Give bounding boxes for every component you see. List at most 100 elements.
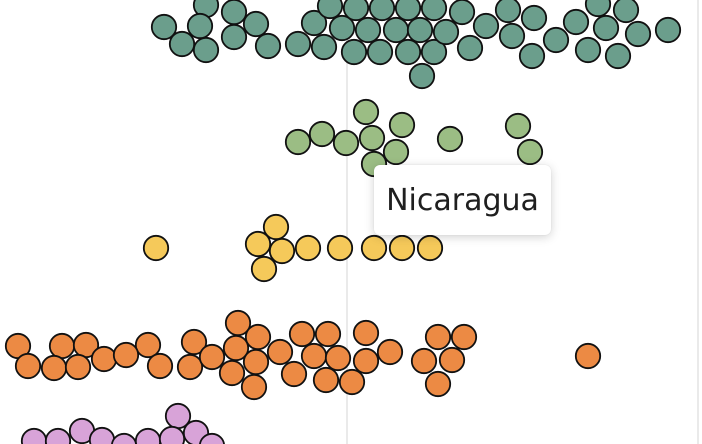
data-point[interactable] bbox=[394, 38, 422, 66]
data-point[interactable] bbox=[268, 237, 296, 265]
data-point[interactable] bbox=[424, 370, 452, 398]
data-point[interactable] bbox=[584, 0, 612, 18]
data-point[interactable] bbox=[284, 30, 312, 58]
data-point[interactable] bbox=[300, 9, 328, 37]
data-point[interactable] bbox=[376, 338, 404, 366]
data-point[interactable] bbox=[328, 14, 356, 42]
data-point[interactable] bbox=[186, 12, 214, 40]
data-point[interactable] bbox=[20, 427, 48, 444]
data-point[interactable] bbox=[416, 234, 444, 262]
data-point[interactable] bbox=[218, 359, 246, 387]
data-point[interactable] bbox=[150, 13, 178, 41]
data-point[interactable] bbox=[14, 352, 42, 380]
data-point[interactable] bbox=[111, 432, 137, 444]
data-point[interactable] bbox=[158, 425, 186, 444]
data-point[interactable] bbox=[142, 234, 170, 262]
data-point[interactable] bbox=[168, 30, 196, 58]
data-point[interactable] bbox=[352, 347, 380, 375]
data-point[interactable] bbox=[310, 33, 338, 61]
data-point[interactable] bbox=[340, 38, 368, 66]
data-point[interactable] bbox=[472, 12, 500, 40]
data-point[interactable] bbox=[244, 323, 272, 351]
data-point[interactable] bbox=[112, 341, 140, 369]
data-point[interactable] bbox=[254, 32, 282, 60]
data-point[interactable] bbox=[354, 16, 382, 44]
data-point[interactable] bbox=[406, 16, 434, 44]
data-point[interactable] bbox=[192, 36, 220, 64]
data-point[interactable] bbox=[312, 366, 340, 394]
data-point[interactable] bbox=[494, 0, 522, 24]
data-point[interactable] bbox=[316, 0, 344, 20]
data-point[interactable] bbox=[604, 42, 632, 70]
data-point[interactable] bbox=[294, 234, 322, 262]
data-point[interactable] bbox=[198, 343, 226, 371]
data-point[interactable] bbox=[436, 125, 464, 153]
data-point[interactable] bbox=[518, 42, 546, 70]
data-point[interactable] bbox=[352, 319, 380, 347]
data-point[interactable] bbox=[394, 0, 422, 22]
data-point[interactable] bbox=[654, 16, 682, 44]
data-point[interactable] bbox=[424, 323, 452, 351]
data-point[interactable] bbox=[498, 22, 526, 50]
data-point[interactable] bbox=[64, 353, 92, 381]
data-point[interactable] bbox=[352, 98, 380, 126]
data-point[interactable] bbox=[262, 213, 290, 241]
data-point[interactable] bbox=[48, 332, 76, 360]
data-point[interactable] bbox=[562, 8, 590, 36]
data-point[interactable] bbox=[220, 23, 248, 51]
data-point[interactable] bbox=[388, 234, 416, 262]
data-point[interactable] bbox=[520, 4, 548, 32]
data-point[interactable] bbox=[338, 368, 366, 396]
data-point[interactable] bbox=[326, 234, 354, 262]
data-point[interactable] bbox=[134, 331, 162, 359]
data-point[interactable] bbox=[360, 234, 388, 262]
data-point[interactable] bbox=[308, 120, 336, 148]
data-point[interactable] bbox=[420, 0, 448, 22]
data-point[interactable] bbox=[366, 38, 394, 66]
data-point[interactable] bbox=[592, 14, 620, 42]
data-point[interactable] bbox=[284, 128, 312, 156]
data-point[interactable] bbox=[44, 427, 72, 444]
data-point[interactable] bbox=[368, 0, 396, 22]
data-point[interactable] bbox=[324, 344, 352, 372]
data-point[interactable] bbox=[612, 0, 640, 24]
data-point[interactable] bbox=[90, 345, 118, 373]
data-point[interactable] bbox=[266, 338, 294, 366]
data-point[interactable] bbox=[382, 138, 410, 166]
data-point[interactable] bbox=[438, 346, 466, 374]
data-point[interactable] bbox=[314, 320, 342, 348]
data-point[interactable] bbox=[420, 38, 448, 66]
data-point[interactable] bbox=[574, 36, 602, 64]
data-point[interactable] bbox=[146, 352, 174, 380]
data-point[interactable] bbox=[516, 138, 544, 166]
data-point[interactable] bbox=[134, 427, 162, 444]
data-point[interactable] bbox=[504, 112, 532, 140]
data-point[interactable] bbox=[448, 0, 476, 26]
data-point[interactable] bbox=[240, 373, 268, 401]
data-point[interactable] bbox=[382, 16, 410, 44]
data-point[interactable] bbox=[342, 0, 370, 22]
data-point[interactable] bbox=[242, 10, 270, 38]
data-point[interactable] bbox=[358, 124, 386, 152]
data-point[interactable] bbox=[432, 18, 460, 46]
data-point[interactable] bbox=[450, 323, 478, 351]
data-point[interactable] bbox=[300, 342, 328, 370]
data-point[interactable] bbox=[176, 353, 204, 381]
data-point[interactable] bbox=[408, 62, 436, 90]
data-point[interactable] bbox=[180, 328, 208, 356]
data-point[interactable] bbox=[456, 34, 484, 62]
data-point[interactable] bbox=[244, 230, 272, 258]
data-point[interactable] bbox=[222, 334, 250, 362]
data-point[interactable] bbox=[574, 342, 602, 370]
data-point[interactable] bbox=[388, 111, 416, 139]
data-point[interactable] bbox=[40, 354, 68, 382]
data-point[interactable] bbox=[542, 26, 570, 54]
data-point[interactable] bbox=[242, 348, 270, 376]
data-point[interactable] bbox=[88, 426, 116, 444]
data-point[interactable] bbox=[410, 347, 438, 375]
data-point[interactable] bbox=[332, 129, 360, 157]
data-point[interactable] bbox=[624, 20, 652, 48]
data-point[interactable] bbox=[280, 360, 308, 388]
data-point[interactable] bbox=[250, 255, 278, 283]
data-point[interactable] bbox=[288, 320, 316, 348]
